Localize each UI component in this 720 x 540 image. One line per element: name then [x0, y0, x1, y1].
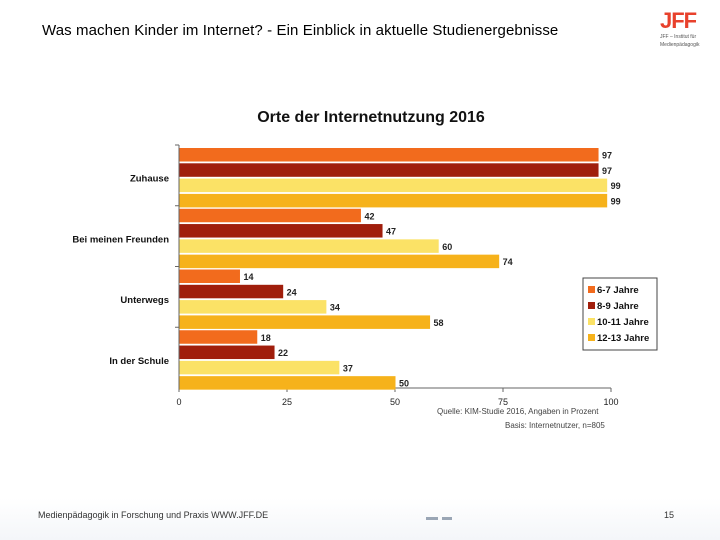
legend-swatch: [588, 334, 595, 341]
page-title-lead: Was machen Kinder im Internet?: [42, 22, 263, 39]
bar: [179, 330, 258, 344]
x-tick-label: 25: [282, 397, 292, 407]
x-tick-label: 100: [603, 397, 618, 407]
bar: [179, 239, 439, 253]
bar-value-label: 34: [330, 303, 340, 313]
bar-value-label: 47: [386, 227, 396, 237]
bar: [179, 269, 240, 283]
page-title: Was machen Kinder im Internet? - Ein Ein…: [42, 22, 558, 39]
category-label: In der Schule: [109, 356, 169, 367]
jff-logo: JFF JFF – Institut für Medienpädagogik: [660, 10, 708, 52]
bar-value-label: 14: [243, 272, 253, 282]
bar: [179, 254, 500, 269]
chart-title: Orte der Internetnutzung 2016: [257, 109, 485, 126]
legend-box: [582, 277, 658, 351]
page-title-rest: - Ein Einblick in aktuelle Studienergebn…: [262, 22, 559, 39]
bar-value-label: 99: [611, 181, 621, 191]
logo-mark: JFF: [660, 8, 697, 33]
footer-band: [0, 498, 720, 540]
bar: [179, 376, 396, 390]
bar: [179, 178, 608, 193]
legend-swatch: [588, 302, 595, 309]
x-tick-label: 0: [176, 397, 181, 407]
bar-value-label: 37: [343, 363, 353, 373]
bar-chart: Orte der Internetnutzung 2016 0 25 50 75 100 Z…: [72, 109, 658, 430]
legend-label: 8-9 Jahre: [597, 301, 639, 312]
logo-subtitle-2: Medienpädagogik: [660, 42, 700, 48]
footer-text: Medienpädagogik in Forschung und Praxis …: [38, 510, 269, 520]
category-label: Unterwegs: [120, 295, 169, 306]
bar-value-label: 58: [434, 318, 444, 328]
legend-label: 6-7 Jahre: [597, 285, 639, 296]
bar-value-label: 22: [278, 348, 288, 358]
bar: [179, 208, 361, 223]
source-note: Quelle: KIM-Studie 2016, Angaben in Proz…: [437, 407, 599, 416]
bar: [179, 300, 327, 314]
page-number: 15: [664, 510, 675, 520]
legend-label: 12-13 Jahre: [597, 333, 649, 344]
category-label: Zuhause: [130, 174, 169, 185]
bar-value-label: 60: [442, 242, 452, 252]
bar: [179, 284, 284, 299]
bar: [179, 148, 599, 162]
legend-swatch: [588, 286, 595, 293]
legend-label: 10-11 Jahre: [597, 317, 649, 328]
x-tick-label: 75: [498, 397, 508, 407]
bar-value-label: 97: [602, 151, 612, 161]
bar: [179, 193, 608, 208]
bar-value-label: 50: [399, 379, 409, 389]
bar: [179, 360, 340, 375]
bar-value-label: 18: [261, 333, 271, 343]
logo-subtitle-1: JFF – Institut für: [660, 34, 697, 40]
base-note: Basis: Internetnutzer, n=805: [505, 421, 605, 430]
category-label: Bei meinen Freunden: [72, 234, 169, 245]
bar: [179, 224, 383, 238]
bar-value-label: 42: [364, 211, 374, 221]
bar-value-label: 24: [287, 287, 297, 297]
bar-value-label: 97: [602, 166, 612, 176]
bar: [179, 315, 431, 329]
legend-swatch: [588, 318, 595, 325]
bar-value-label: 74: [503, 257, 513, 267]
bar-value-label: 99: [611, 196, 621, 206]
x-tick-label: 50: [390, 397, 400, 407]
bar: [179, 345, 275, 360]
footer-mark-icon: [426, 515, 454, 523]
bar: [179, 163, 599, 177]
